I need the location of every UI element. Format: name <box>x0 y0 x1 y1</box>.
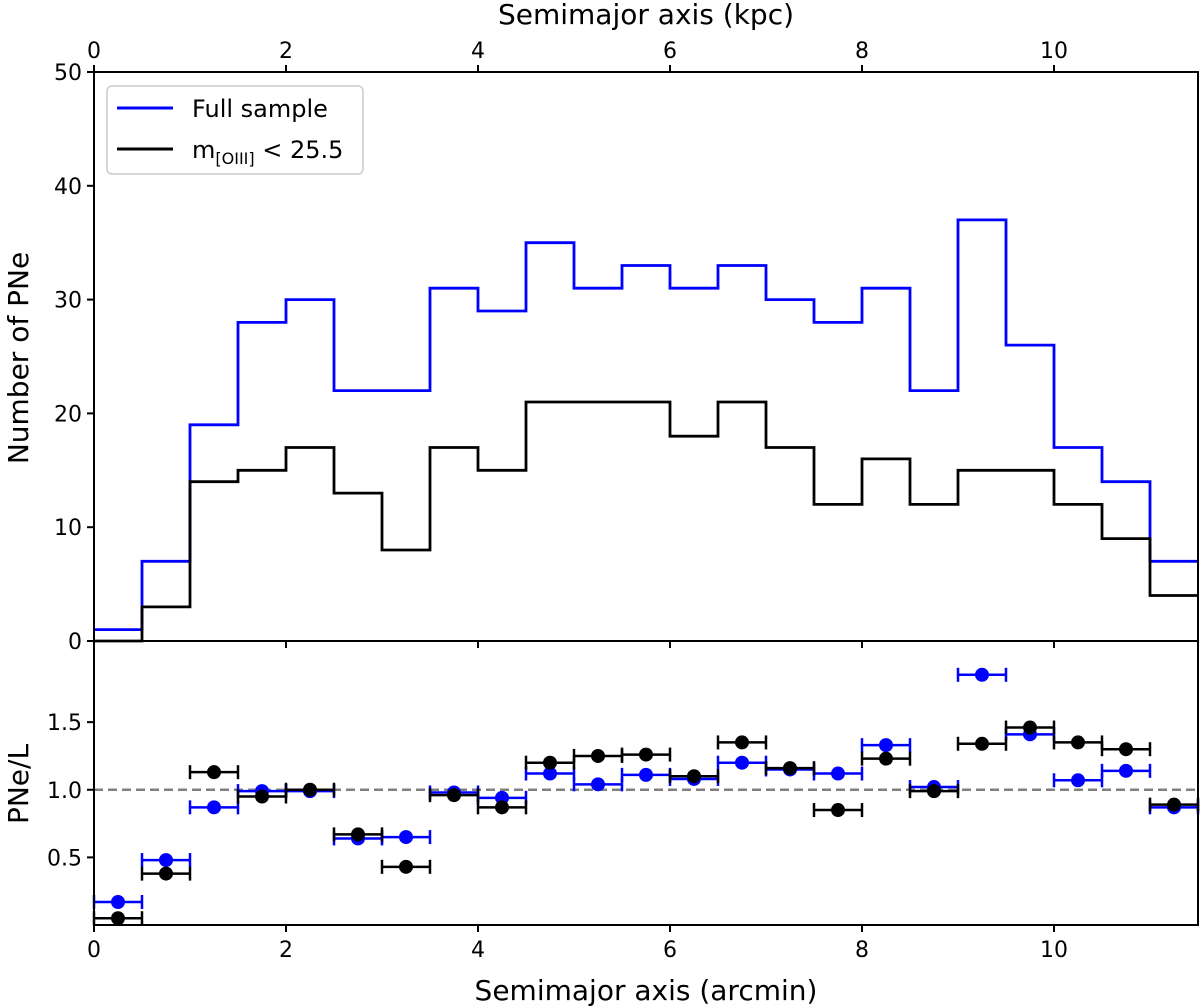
point-mag-cut <box>735 735 749 750</box>
top-ytick-label: 0 <box>68 630 82 655</box>
point-mag-cut <box>495 800 509 815</box>
point-full-sample <box>735 755 749 770</box>
top-ylabel: Number of PNe <box>2 252 35 464</box>
point-full-sample <box>207 800 221 815</box>
secondary-xtick-label: 8 <box>855 39 869 64</box>
point-mag-cut <box>927 784 941 799</box>
bottom-xtick-label: 6 <box>663 938 677 963</box>
point-full-sample <box>1119 763 1133 778</box>
secondary-xtick-label: 0 <box>87 39 101 64</box>
bottom-ytick-label: 0.5 <box>47 846 82 871</box>
top-secondary-xlabel: Semimajor axis (kpc) <box>498 0 794 31</box>
point-full-sample <box>543 766 557 781</box>
point-full-sample <box>591 777 605 792</box>
bottom-panel: 0.5 1.0 1.5 0 2 4 6 8 10 <box>47 640 1200 963</box>
top-ytick-label: 30 <box>54 289 82 314</box>
legend-mag-base: m <box>192 136 215 164</box>
bottom-xtick-label: 2 <box>279 938 293 963</box>
secondary-xtick-label: 6 <box>663 39 677 64</box>
point-mag-cut <box>1071 735 1085 750</box>
point-full-sample <box>639 767 653 782</box>
point-full-sample <box>159 853 173 868</box>
point-mag-cut <box>1119 742 1133 757</box>
point-mag-cut <box>303 782 317 797</box>
point-mag-cut <box>543 755 557 770</box>
point-full-sample <box>399 830 413 845</box>
top-ytick-label: 40 <box>54 175 82 200</box>
point-mag-cut <box>207 765 221 780</box>
point-mag-cut <box>831 803 845 818</box>
bottom-xtick-label: 8 <box>855 938 869 963</box>
series-step-full-sample <box>94 218 1198 631</box>
point-mag-cut <box>159 866 173 881</box>
top-ytick-label: 20 <box>54 402 82 427</box>
series-step-mag-cut <box>94 400 1198 643</box>
bottom-ytick-label: 1.0 <box>47 779 82 804</box>
bottom-xtick-label: 4 <box>471 938 485 963</box>
point-mag-cut <box>975 736 989 751</box>
top-ytick-label: 50 <box>54 61 82 86</box>
top-ytick-label: 10 <box>54 516 82 541</box>
bottom-xtick-label: 10 <box>1040 938 1068 963</box>
point-mag-cut <box>255 789 269 804</box>
legend-label-full-sample: Full sample <box>192 95 328 123</box>
legend: Full sample m[OIII] < 25.5 <box>106 85 364 175</box>
point-mag-cut <box>111 911 125 926</box>
secondary-xtick-label: 2 <box>279 39 293 64</box>
point-full-sample <box>975 667 989 682</box>
bottom-xtick-label: 0 <box>87 938 101 963</box>
point-mag-cut <box>1023 720 1037 735</box>
point-mag-cut <box>783 761 797 776</box>
bottom-ylabel: PNe/L <box>2 744 35 824</box>
point-full-sample <box>111 895 125 910</box>
bottom-xlabel: Semimajor axis (arcmin) <box>475 974 818 1007</box>
legend-mag-rest: < 25.5 <box>255 136 344 164</box>
bottom-ytick-label: 1.5 <box>47 711 82 736</box>
point-mag-cut <box>879 751 893 766</box>
point-mag-cut <box>447 788 461 803</box>
point-full-sample <box>879 738 893 753</box>
point-full-sample <box>831 766 845 781</box>
legend-mag-subscript: [OIII] <box>215 149 254 168</box>
point-mag-cut <box>687 769 701 784</box>
secondary-xtick-label: 4 <box>471 39 485 64</box>
point-mag-cut <box>1167 797 1181 812</box>
point-full-sample <box>1071 773 1085 788</box>
point-mag-cut <box>591 748 605 763</box>
bottom-axes-frame <box>93 640 1199 926</box>
point-mag-cut <box>399 859 413 874</box>
legend-label-mag-cut: m[OIII] < 25.5 <box>192 136 343 168</box>
secondary-xtick-label: 10 <box>1040 39 1068 64</box>
point-mag-cut <box>351 827 365 842</box>
point-mag-cut <box>639 747 653 762</box>
